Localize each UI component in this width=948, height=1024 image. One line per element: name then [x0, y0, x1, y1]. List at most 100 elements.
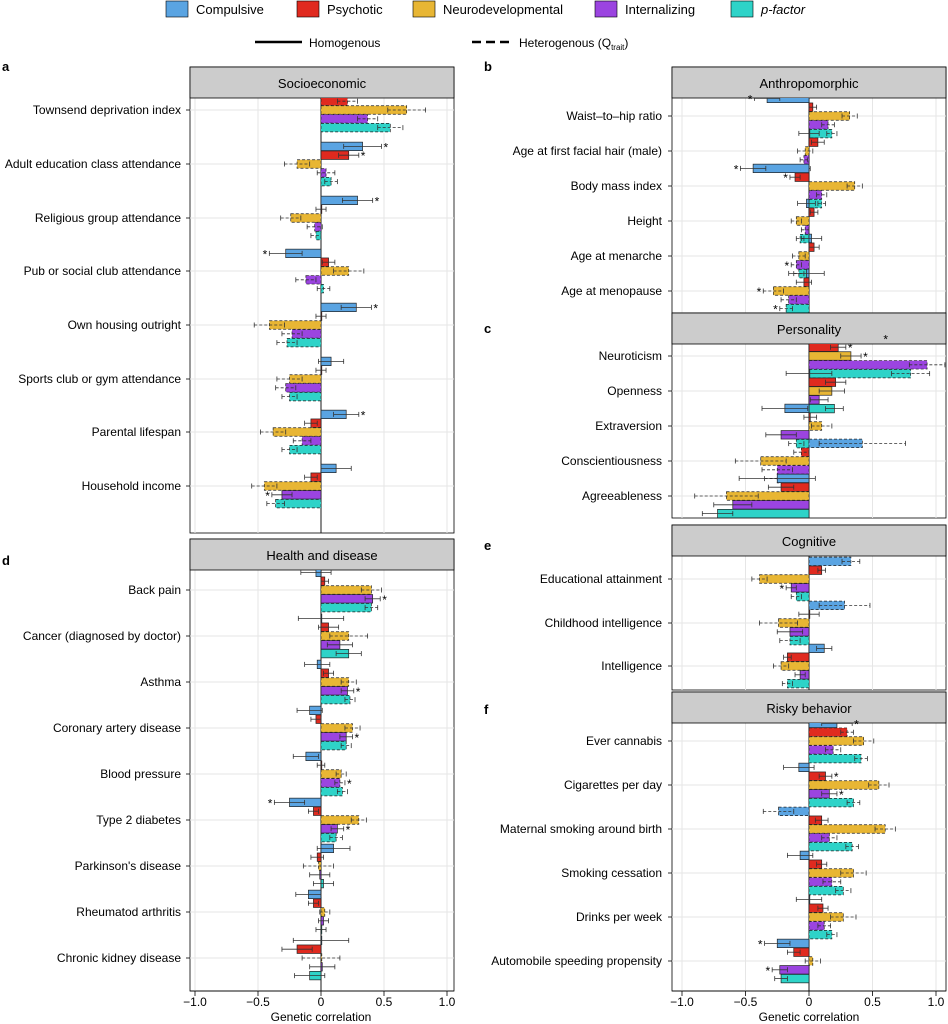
legend-dashed-label-sub: trait: [611, 43, 625, 52]
bar-internalizing: [808, 190, 823, 200]
panel-letter-d: d: [2, 553, 10, 568]
panel-letter-a: a: [2, 59, 10, 74]
bar-neurodevelopmental: [808, 421, 823, 431]
legend-label-p-factor: p-factor: [760, 2, 806, 17]
bar-neurodevelopmental: [780, 661, 810, 671]
significance-star: *: [382, 593, 387, 607]
bar-p-factor: [320, 832, 337, 843]
category-label: Sports club or gym attendance: [18, 372, 181, 386]
significance-star: *: [848, 341, 853, 355]
x-tick-label: −1.0: [183, 995, 207, 1009]
category-label: Rheumatod arthritis: [76, 905, 181, 919]
category-label: Asthma: [140, 675, 181, 689]
bar-p-factor: [808, 797, 854, 808]
bar-p-factor: [320, 122, 391, 133]
bar-p-factor: [789, 635, 810, 646]
legend-solid-label: Homogenous: [309, 36, 380, 50]
legend-swatch-compulsive: [165, 0, 189, 18]
significance-star: *: [758, 937, 763, 951]
bar-neurodevelopmental: [808, 824, 886, 834]
legend-dashed-label-close: ): [624, 36, 628, 50]
panel-title: Health and disease: [266, 548, 377, 563]
category-label: Adult education class attendance: [5, 157, 181, 171]
category-label: Drinks per week: [576, 910, 663, 924]
panel-plot-area: [762, 723, 896, 984]
category-label: Cigarettes per day: [564, 778, 662, 792]
significance-star: *: [839, 788, 844, 802]
category-label: Agreeableness: [582, 489, 662, 503]
category-label: Intelligence: [601, 659, 662, 673]
x-tick-label: 1.0: [928, 995, 945, 1009]
bar-p-factor: [808, 753, 862, 764]
panel-plot-area: [273, 570, 382, 981]
category-label: Maternal smoking around birth: [500, 822, 662, 836]
panel-cognitive: Cognitive Educational attainment * Childhoo…: [540, 524, 947, 691]
significance-star: *: [347, 777, 352, 791]
category-label: Coronary artery disease: [53, 721, 181, 735]
bar-internalizing: [291, 329, 322, 339]
bar-neurodevelopmental: [320, 769, 342, 779]
legend: Compulsive Psychotic Neurodevelopmental …: [165, 0, 806, 52]
bar-p-factor: [785, 304, 810, 313]
category-label: Blood pressure: [100, 767, 181, 781]
bar-neurodevelopmental: [808, 111, 850, 121]
category-label: Back pain: [128, 583, 181, 597]
panel-personality: Personality Neuroticism * * * Openness Extrave…: [561, 312, 947, 519]
panel-title: Risky behavior: [766, 701, 852, 716]
panel-header: [671, 312, 947, 345]
panel-frame: [189, 66, 455, 534]
panel-title: Personality: [777, 322, 842, 337]
panel-header: [671, 524, 947, 557]
bar-p-factor: [275, 499, 322, 509]
category-label: Educational attainment: [540, 572, 663, 586]
panel-plot-area: [751, 556, 871, 689]
bar-internalizing: [808, 921, 825, 931]
category-label: Body mass index: [571, 179, 662, 193]
panel-plot-area: [251, 98, 426, 509]
significance-star: *: [779, 582, 784, 596]
panel-title: Socioeconomic: [278, 76, 367, 91]
bar-internalizing: [795, 260, 810, 270]
bar-p-factor: [320, 602, 372, 613]
legend-swatch-p-factor: [730, 0, 754, 18]
significance-star: *: [773, 303, 778, 317]
significance-star: *: [863, 350, 868, 364]
panel-plot-area: [694, 344, 946, 518]
significance-star: *: [263, 247, 268, 261]
category-label: Household income: [82, 479, 182, 493]
significance-star: *: [355, 731, 360, 745]
x-tick-label: −1.0: [670, 995, 694, 1009]
legend-swatch-internalizing: [594, 0, 618, 18]
bar-neurodevelopmental: [290, 213, 322, 223]
category-label: Townsend deprivation index: [33, 103, 181, 117]
legend-swatch-neurodevelopmental: [412, 0, 436, 18]
bar-neurodevelopmental: [795, 216, 810, 226]
category-label: Cancer (diagnosed by doctor): [23, 629, 181, 643]
bar-internalizing: [808, 745, 834, 755]
bar-neurodevelopmental: [808, 912, 844, 922]
significance-star: *: [748, 92, 753, 106]
bar-internalizing: [808, 833, 830, 843]
bar-compulsive: [808, 556, 852, 567]
bar-p-factor: [795, 591, 810, 602]
significance-star: *: [765, 964, 770, 978]
category-label: Chronic kidney disease: [57, 951, 181, 965]
category-label: Age at first facial hair (male): [513, 144, 662, 158]
significance-star: *: [783, 171, 788, 185]
category-label: Age at menopause: [561, 284, 662, 298]
legend-label-neurodevelopmental: Neurodevelopmental: [443, 2, 563, 17]
significance-star: *: [757, 285, 762, 299]
legend-label-compulsive: Compulsive: [196, 2, 264, 17]
x-axis-label-left: Genetic correlation: [271, 1010, 372, 1024]
category-label: Own housing outright: [68, 318, 182, 332]
panel-header: [189, 538, 455, 571]
panel-letter-b: b: [484, 59, 492, 74]
legend-dashed-label-main: Heterogenous (Q: [519, 36, 611, 50]
panel-health-and-disease: Health and disease Back pain * Cancer (diag…: [23, 538, 455, 992]
panel-socioeconomic: Socioeconomic Townsend deprivation index A…: [5, 66, 455, 534]
bar-internalizing: [320, 778, 341, 788]
panel-letter-e: e: [484, 538, 491, 553]
panel-risky-behavior: Risky behavior Ever cannabis * Cigarettes p…: [491, 691, 947, 992]
category-label: Extraversion: [595, 419, 662, 433]
x-tick-label: 0: [318, 995, 325, 1009]
